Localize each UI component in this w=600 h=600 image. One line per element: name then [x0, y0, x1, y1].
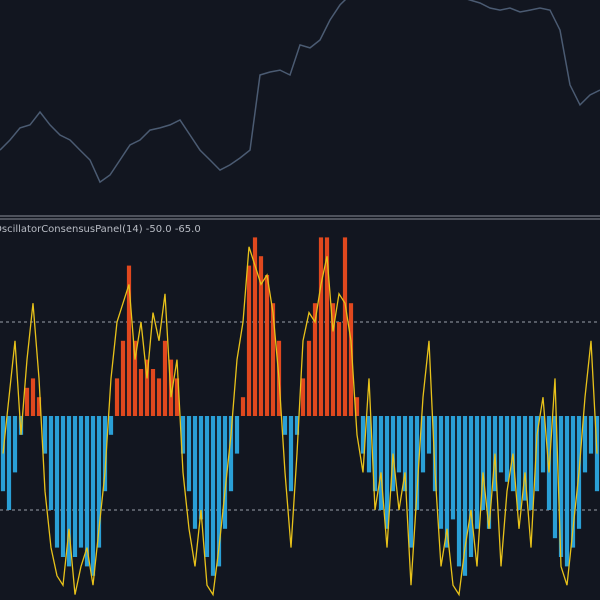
histogram-bar: [522, 416, 528, 501]
histogram-bar: [12, 416, 18, 473]
oscillator-line: [2, 246, 598, 597]
histogram-bar: [84, 416, 90, 567]
histogram-bar: [420, 416, 426, 473]
histogram-bar: [570, 416, 576, 548]
histogram-bar: [78, 416, 84, 548]
histogram-bar: [228, 416, 234, 492]
histogram-bar: [354, 397, 360, 416]
histogram-bar: [264, 275, 270, 416]
histogram-bar: [582, 416, 588, 473]
histogram-bar: [66, 416, 72, 567]
histogram-bar: [432, 416, 438, 492]
histogram-bar: [192, 416, 198, 529]
histogram-bar: [366, 416, 372, 473]
histogram-bar: [384, 416, 390, 529]
histogram-bar: [150, 369, 156, 416]
histogram-bar: [102, 416, 108, 492]
histogram-bar: [504, 416, 510, 482]
histogram-bar: [516, 416, 522, 510]
histogram-bar: [126, 265, 132, 416]
histogram-bar: [132, 340, 138, 416]
histogram-bar: [144, 359, 150, 416]
histogram-bar: [270, 303, 276, 416]
histogram-bar: [240, 397, 246, 416]
histogram-bar: [54, 416, 60, 548]
price-panel: [0, 0, 600, 184]
histogram-bar: [306, 340, 312, 416]
histogram-bar: [156, 378, 162, 416]
histogram-bar: [414, 416, 420, 510]
histogram-bar: [588, 416, 594, 454]
histogram-bar: [462, 416, 468, 576]
histogram-bar: [312, 303, 318, 416]
histogram-bar: [348, 303, 354, 416]
histogram-bar: [282, 416, 288, 435]
histogram-bar: [360, 416, 366, 454]
histogram-bar: [378, 416, 384, 510]
histogram-bar: [450, 416, 456, 520]
histogram-bar: [90, 416, 96, 576]
histogram-bar: [300, 378, 306, 416]
histogram-bar: [486, 416, 492, 529]
histogram-bar: [456, 416, 462, 567]
histogram-bar: [246, 265, 252, 416]
histogram-bar: [528, 416, 534, 510]
histogram-bar: [48, 416, 54, 510]
histogram-bar: [36, 397, 42, 416]
histogram-bar: [534, 416, 540, 492]
histogram-bar: [342, 237, 348, 416]
histogram-bar: [60, 416, 66, 557]
histogram-bar: [552, 416, 558, 539]
indicator-title: OscillatorConsensusPanel(14) -50.0 -65.0: [0, 224, 201, 235]
histogram-bar: [318, 237, 324, 416]
histogram-bar: [408, 416, 414, 548]
histogram-bar: [480, 416, 486, 510]
histogram-bar: [174, 378, 180, 416]
histogram-bar: [288, 416, 294, 492]
histogram-bar: [336, 322, 342, 416]
histogram-bar: [330, 303, 336, 416]
histogram-bar: [210, 416, 216, 576]
histogram-bar: [216, 416, 222, 567]
histogram-bar: [96, 416, 102, 548]
histogram-bar: [498, 416, 504, 473]
histogram-bar: [564, 416, 570, 567]
histogram-bar: [162, 340, 168, 416]
oscillator-panel: [0, 237, 600, 597]
histogram-bar: [186, 416, 192, 492]
histogram-bar: [252, 237, 258, 416]
histogram-bar: [474, 416, 480, 529]
histogram-bar: [24, 387, 30, 416]
histogram-bar: [402, 416, 408, 492]
histogram-bar: [204, 416, 210, 557]
histogram-bar: [198, 416, 204, 520]
histogram-bar: [42, 416, 48, 454]
histogram-bar: [234, 416, 240, 454]
histogram-bar: [258, 256, 264, 416]
histogram-bar: [138, 369, 144, 416]
histogram-bar: [294, 416, 300, 435]
histogram-bar: [222, 416, 228, 529]
histogram-bar: [396, 416, 402, 473]
histogram-bar: [372, 416, 378, 492]
histogram-bar: [540, 416, 546, 473]
histogram-bar: [120, 340, 126, 416]
histogram-bar: [180, 416, 186, 454]
histogram-bar: [426, 416, 432, 454]
histogram-bar: [30, 378, 36, 416]
histogram-bar: [72, 416, 78, 557]
histogram-bar: [558, 416, 564, 557]
histogram-bar: [108, 416, 114, 435]
histogram-bar: [6, 416, 12, 510]
histogram-bar: [114, 378, 120, 416]
histogram-bar: [438, 416, 444, 529]
price-line: [0, 0, 600, 184]
histogram-bar: [444, 416, 450, 548]
histogram-bar: [468, 416, 474, 557]
histogram-bar: [324, 237, 330, 416]
